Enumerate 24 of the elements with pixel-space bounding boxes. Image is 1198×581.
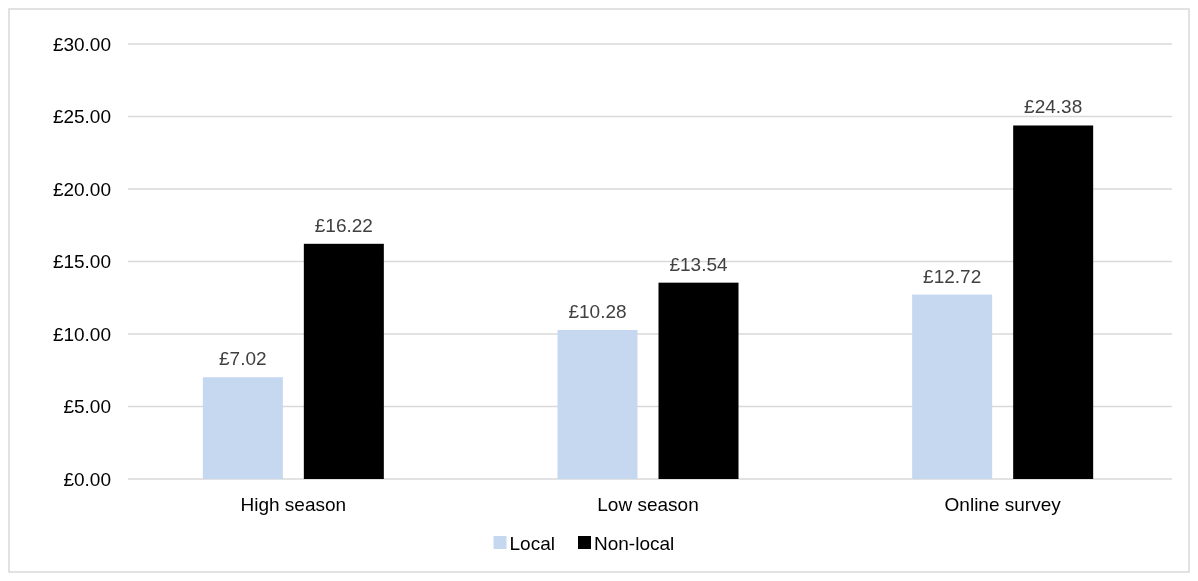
- y-tick-label: £5.00: [63, 396, 111, 418]
- text: £16.22: [314, 214, 373, 236]
- y-tick-label: £30.00: [52, 33, 111, 55]
- y-tick-label: £15.00: [52, 251, 111, 273]
- bar: [303, 243, 384, 479]
- legend-label: Local: [509, 532, 555, 554]
- bar: [202, 377, 283, 479]
- text: £10.28: [568, 300, 627, 322]
- bar: [1013, 125, 1094, 479]
- legend-label: Non-local: [594, 532, 675, 554]
- x-tick-label: Low season: [597, 494, 699, 515]
- y-tick-label: £0.00: [63, 468, 111, 490]
- bar: [912, 294, 993, 479]
- x-tick-label: Online survey: [944, 494, 1062, 515]
- y-tick-label: £10.00: [52, 323, 111, 345]
- text: £13.54: [669, 253, 728, 275]
- bar: [557, 329, 638, 479]
- x-tick-label: High season: [240, 494, 347, 515]
- y-tick-label: £25.00: [52, 106, 111, 128]
- text: £7.02: [219, 348, 267, 370]
- bar: [658, 282, 739, 479]
- text: £24.38: [1024, 96, 1083, 118]
- y-tick-label: £20.00: [52, 178, 111, 200]
- text: £12.72: [923, 265, 982, 287]
